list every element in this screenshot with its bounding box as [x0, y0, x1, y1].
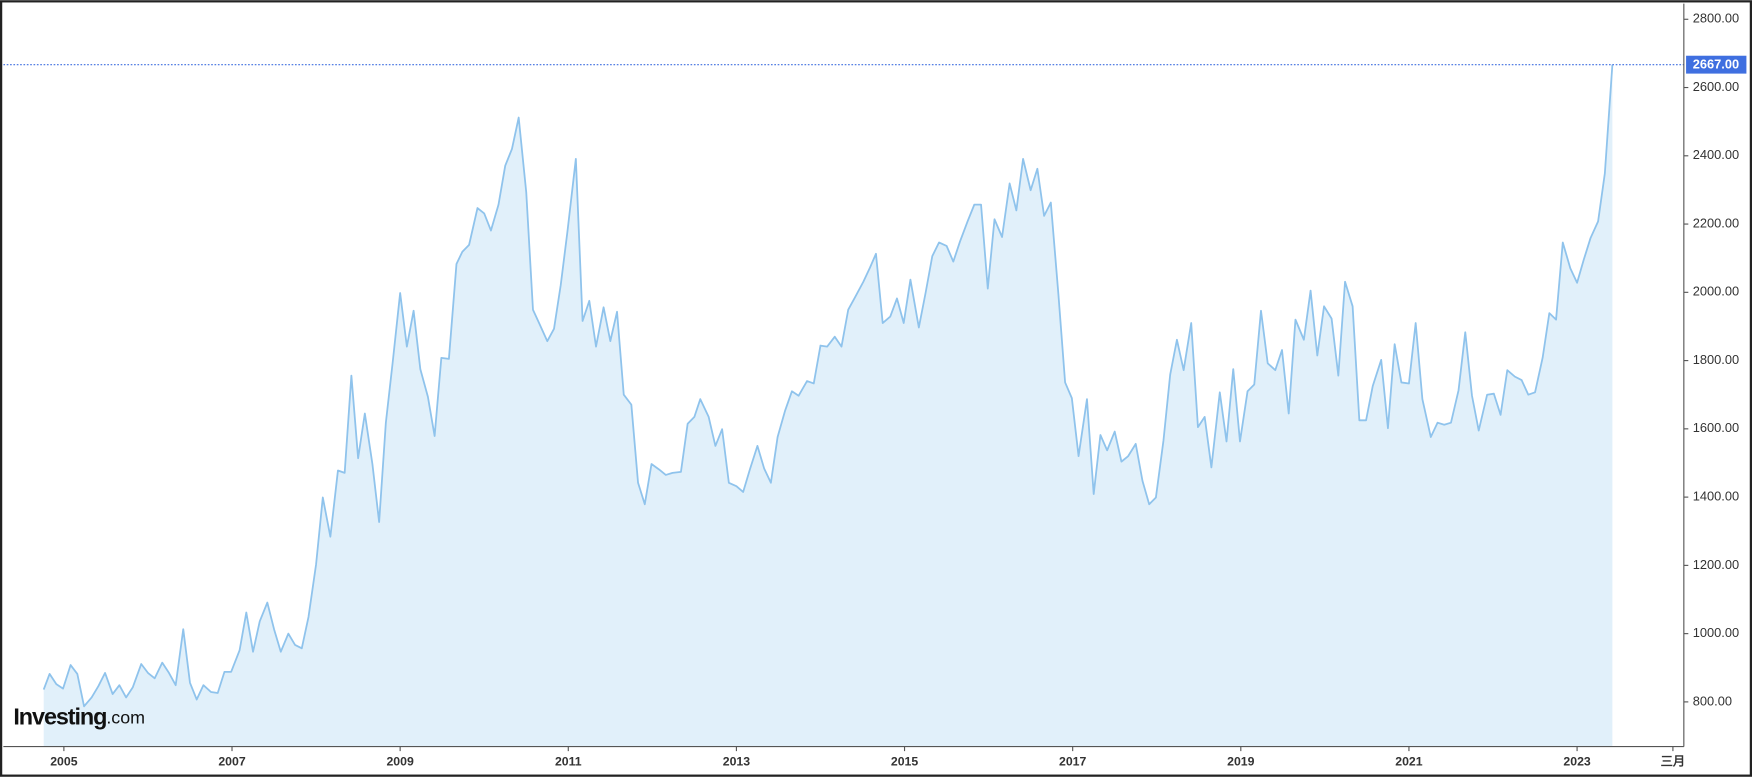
x-tick-label: 2017 [1059, 755, 1086, 769]
x-tick-label: 2005 [50, 755, 77, 769]
y-tick-label: 2400.00 [1693, 147, 1739, 162]
y-axis: 800.00 1000.00 1200.00 1400.00 1600.00 1800.0… [1683, 11, 1739, 708]
y-tick-label: 1800.00 [1693, 352, 1739, 367]
logo-suffix: .com [106, 707, 145, 727]
area-fill [43, 64, 1613, 747]
x-axis: 2005 2007 2009 2011 2013 2015 2017 2019 2021 2023… [50, 746, 1686, 769]
logo: Investing.com [13, 704, 145, 730]
y-tick-label: 2600.00 [1693, 79, 1739, 94]
logo-brand: Investing [13, 704, 106, 730]
price-line [42, 64, 1614, 708]
y-tick-label: 1400.00 [1693, 489, 1739, 504]
y-tick-label: 2000.00 [1693, 284, 1739, 299]
y-tick-label: 1200.00 [1693, 557, 1739, 572]
plot-area [3, 64, 1684, 747]
x-tick-label: 2007 [218, 755, 245, 769]
x-tick-label: 2019 [1227, 755, 1254, 769]
current-price-label: 2667.00 [1693, 57, 1739, 72]
y-tick-label: 1000.00 [1693, 625, 1739, 640]
x-tick-label: 2011 [555, 755, 582, 769]
y-tick-label: 2800.00 [1693, 11, 1739, 26]
y-tick-label: 2200.00 [1693, 215, 1739, 230]
current-price-badge [1686, 55, 1747, 74]
x-tick-label: 三月 [1661, 755, 1686, 769]
x-tick-label: 2009 [386, 755, 413, 769]
x-tick-label: 2023 [1563, 755, 1590, 769]
y-tick-label: 1600.00 [1693, 420, 1739, 435]
y-tick-label: 800.00 [1693, 693, 1732, 708]
x-tick-label: 2021 [1395, 755, 1422, 769]
x-tick-label: 2013 [723, 755, 750, 769]
x-tick-label: 2015 [891, 755, 918, 769]
